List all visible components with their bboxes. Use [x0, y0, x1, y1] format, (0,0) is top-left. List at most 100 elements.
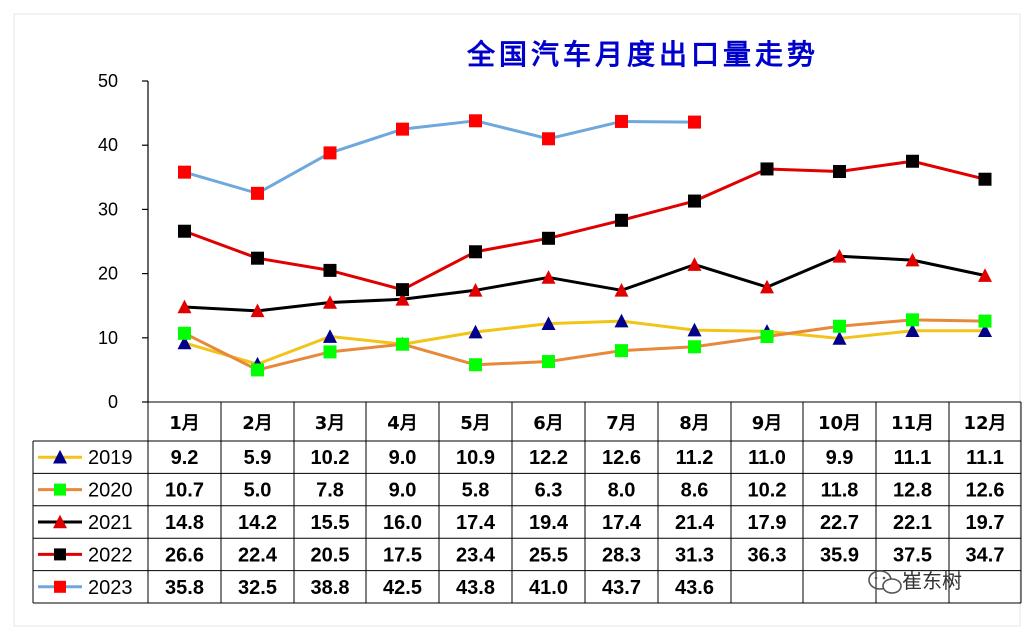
data-point [760, 162, 774, 176]
data-cell: 11.8 [821, 480, 859, 502]
data-point [177, 299, 192, 314]
data-cell: 14.8 [165, 512, 204, 534]
data-cell: 26.6 [165, 544, 204, 566]
data-point [760, 279, 774, 294]
legend-marker [53, 514, 67, 529]
legend-marker [53, 449, 67, 464]
data-cell: 15.5 [311, 512, 350, 534]
data-point [468, 324, 483, 339]
data-cell: 25.5 [529, 544, 568, 566]
series-lines [177, 114, 992, 377]
data-point [178, 165, 191, 179]
data-cell: 11.1 [966, 447, 1004, 469]
table-row: 2023 35.8 32.5 38.8 42.5 43.8 41.0 43.7 43.6 [38, 577, 714, 599]
data-point [251, 363, 264, 377]
data-point [468, 282, 483, 297]
data-point [906, 154, 919, 168]
data-point [833, 165, 846, 179]
data-cell: 22.7 [820, 512, 859, 534]
x-tick-label: 10月 [818, 413, 861, 434]
data-point [323, 329, 337, 343]
data-cell: 9.0 [389, 447, 417, 469]
x-tick-label: 4月 [387, 413, 418, 434]
y-tick-label: 40 [98, 135, 118, 155]
x-tick-label: 11月 [891, 413, 934, 434]
data-cell: 10.2 [748, 480, 787, 502]
data-point [178, 224, 191, 238]
series-line [184, 254, 986, 313]
data-cell: 10.2 [311, 447, 350, 469]
data-point [542, 355, 555, 369]
data-cell: 10.9 [456, 447, 495, 469]
table-row: 2022 26.6 22.4 20.5 17.5 23.4 25.5 28.3 31.3 36.3… [38, 544, 1004, 566]
data-point [833, 319, 846, 333]
data-cell: 22.4 [238, 544, 278, 566]
data-point [978, 323, 992, 338]
data-cell: 17.4 [456, 512, 496, 534]
data-point [177, 335, 192, 350]
data-point [251, 186, 264, 200]
data-point [905, 252, 920, 267]
data-cell: 11.1 [894, 447, 932, 469]
y-tick-label: 10 [98, 328, 118, 348]
data-cell: 43.6 [675, 577, 714, 599]
series-line [183, 159, 986, 292]
y-tick-label: 30 [98, 199, 118, 219]
data-point [687, 257, 702, 271]
data-cell: 17.9 [748, 512, 787, 534]
data-cell: 12.6 [966, 480, 1005, 502]
data-point [178, 326, 191, 340]
data-table: 1月 2月 3月 4月 5月 6月 7月 8月 9月 10月 11月 12月 2019 9.2 5.9 10.… [32, 401, 1022, 604]
series-2020 [178, 313, 992, 377]
series-line [184, 319, 985, 366]
data-cell: 10.7 [165, 480, 204, 502]
data-cell: 28.3 [602, 544, 641, 566]
data-point [469, 358, 482, 372]
data-point [251, 251, 264, 265]
data-cell: 11.2 [676, 447, 714, 469]
data-cell: 21.4 [675, 512, 715, 534]
data-point [978, 268, 992, 282]
watermark-text: 崔东树 [902, 569, 962, 593]
series-2021 [177, 248, 992, 318]
data-cell: 34.7 [966, 544, 1005, 566]
data-cell: 12.6 [602, 447, 641, 469]
data-cell: 12.2 [529, 447, 568, 469]
x-tick-label: 5月 [460, 413, 491, 434]
data-point [905, 323, 920, 338]
data-point [250, 303, 265, 318]
data-point [469, 245, 482, 259]
data-cell: 8.0 [608, 480, 636, 502]
data-point [832, 248, 847, 263]
data-cell: 37.5 [893, 544, 932, 566]
data-point [688, 194, 701, 208]
data-cell: 7.8 [316, 480, 344, 502]
data-cell: 9.2 [171, 447, 199, 469]
legend-marker [54, 483, 66, 496]
legend-label: 2023 [88, 577, 133, 599]
data-point [688, 340, 701, 354]
y-tick-label: 50 [98, 71, 118, 91]
data-point [323, 345, 337, 359]
data-point [832, 331, 847, 345]
data-cell: 12.8 [893, 480, 932, 502]
legend-marker [54, 580, 66, 593]
series-line [184, 119, 695, 195]
y-tick-label: 0 [108, 392, 118, 412]
data-point [542, 231, 555, 245]
legend-label: 2021 [88, 512, 133, 534]
x-tick-label: 8月 [679, 413, 710, 434]
y-axis: 0 10 20 30 40 50 [98, 71, 149, 412]
data-cell: 32.5 [238, 577, 277, 599]
data-point [688, 115, 701, 129]
series-2023 [178, 114, 701, 200]
data-point [978, 314, 992, 328]
x-tick-label: 1月 [169, 413, 200, 434]
data-point [615, 114, 628, 128]
legend-label: 2020 [88, 480, 133, 502]
legend-marker [54, 548, 66, 561]
legend-label: 2022 [88, 544, 133, 566]
data-point [542, 132, 555, 146]
data-cell: 17.4 [602, 512, 642, 534]
